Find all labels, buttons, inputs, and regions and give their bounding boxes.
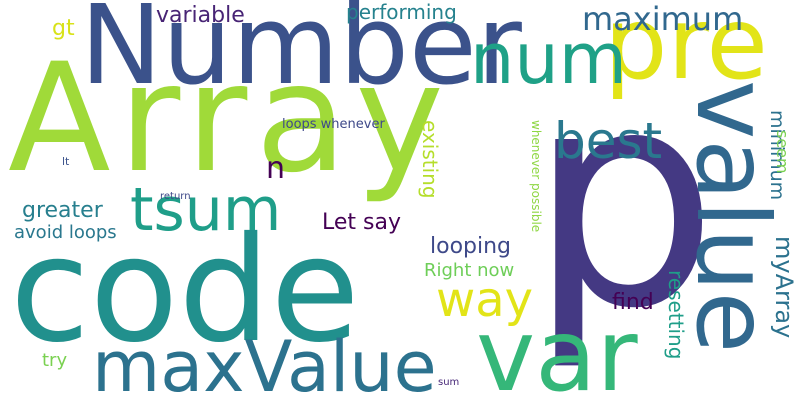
word-whenever-possible: whenever possible <box>529 120 543 233</box>
word-loops-whenever: loops whenever <box>282 117 385 132</box>
word-find: find <box>612 290 654 315</box>
word-p: p <box>528 25 719 374</box>
word-try: try <box>42 350 68 371</box>
word-gt: gt <box>52 16 75 41</box>
word-pre: pre <box>604 0 768 102</box>
word-maximum: maximum <box>582 0 744 38</box>
word-code: code <box>10 206 360 375</box>
word-myarray: myArray <box>770 236 798 339</box>
word-n: n <box>266 151 286 186</box>
word-let-say: Let say <box>322 210 401 235</box>
word-sum: sum <box>438 377 460 388</box>
word-avoid-loops: avoid loops <box>14 222 117 243</box>
word-seem: seem <box>773 130 792 174</box>
word-performing: performing <box>346 0 457 24</box>
word-variable: variable <box>156 3 245 28</box>
word-number: Number <box>80 0 522 109</box>
word-return: return <box>160 191 191 202</box>
word-way: way <box>436 272 534 328</box>
word-existing: existing <box>418 120 442 199</box>
word-looping: looping <box>430 234 512 259</box>
word-resetting: resetting <box>664 270 688 360</box>
word-best: best <box>554 112 663 170</box>
word-lt: lt <box>62 155 70 168</box>
word-var: var <box>476 297 638 400</box>
word-num: num <box>470 18 627 100</box>
word-maxvalue: maxValue <box>92 326 437 400</box>
word-array: Array <box>8 32 453 206</box>
word-greater: greater <box>22 198 103 223</box>
word-tsum: tsum <box>130 175 282 245</box>
word-right-now: Right now <box>424 260 515 281</box>
